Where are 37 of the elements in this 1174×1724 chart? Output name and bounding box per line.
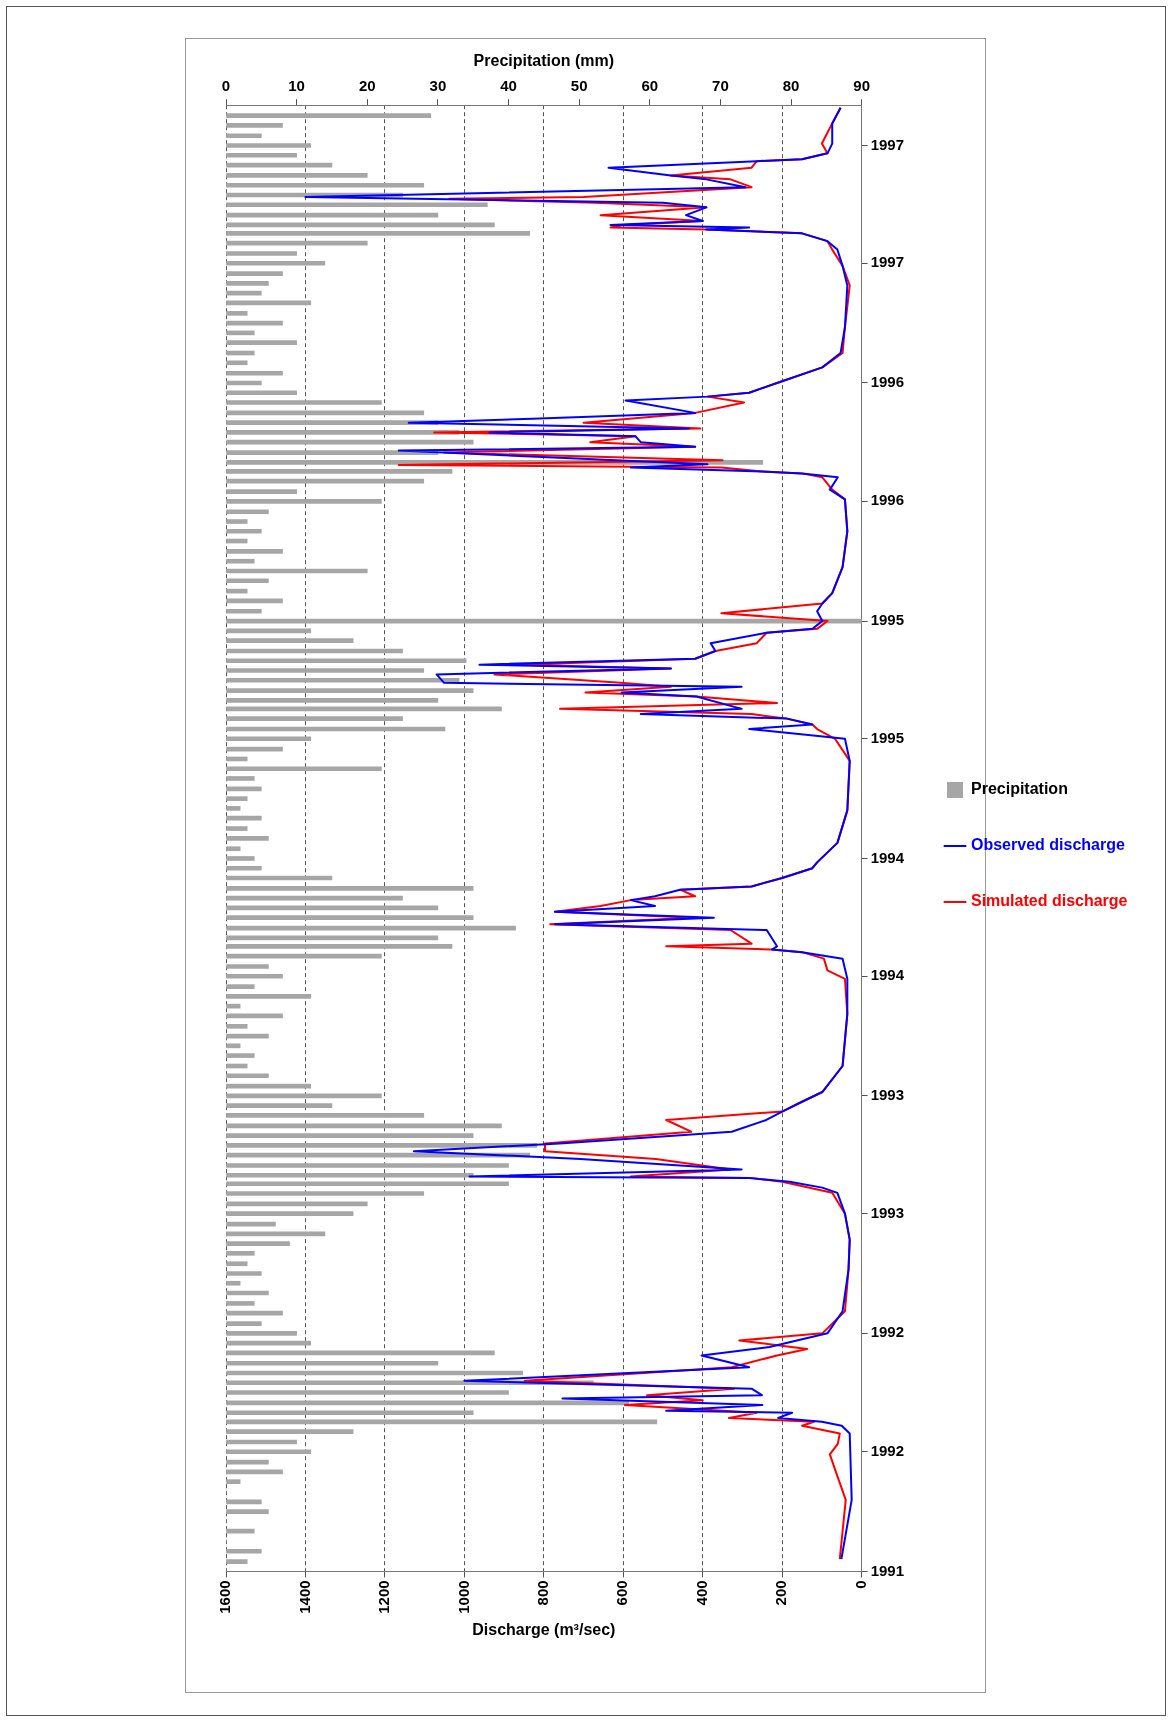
y-tick-label: 1997 (870, 253, 905, 271)
legend-label: Precipitation (971, 780, 1068, 798)
y-tick-label: 1992 (870, 1441, 905, 1459)
x2-tick-label: 40 (500, 77, 517, 95)
x2-tick-label: 10 (288, 77, 305, 95)
x-tick-label: 1000 (454, 1580, 472, 1614)
y-tick-label: 1991 (870, 1561, 905, 1579)
legend-label: Simulated discharge (971, 892, 1128, 910)
y-tick-label: 1997 (870, 135, 905, 153)
x2-tick-label: 60 (641, 77, 659, 95)
x2-tick-label: 90 (853, 77, 870, 95)
x-tick-label: 1600 (216, 1580, 234, 1614)
y-tick-label: 1994 (870, 966, 905, 984)
x2-tick-label: 50 (570, 77, 588, 95)
x-tick-label: 600 (613, 1580, 631, 1606)
x-tick-label: 200 (772, 1580, 790, 1606)
y-tick-label: 1995 (870, 611, 905, 629)
x-tick-label: 1200 (375, 1580, 393, 1614)
y-tick-label: 1995 (870, 728, 905, 746)
x-tick-label: 0 (851, 1580, 869, 1589)
x2-tick-label: 20 (358, 77, 376, 95)
x-axis-title: Discharge (m³/sec) (472, 1620, 616, 1638)
x-tick-label: 800 (533, 1580, 551, 1606)
x2-tick-label: 30 (429, 77, 447, 95)
legend-label: Observed discharge (971, 836, 1125, 854)
x-tick-label: 400 (692, 1580, 710, 1606)
y-tick-label: 1993 (870, 1086, 905, 1104)
x2-tick-label: 0 (221, 77, 231, 95)
y-tick-label: 1996 (870, 491, 905, 509)
y-tick-label: 1993 (870, 1203, 905, 1221)
x2-tick-label: 80 (782, 77, 800, 95)
y-tick-label: 1996 (870, 373, 905, 391)
y-tick-label: 1994 (870, 848, 905, 866)
x-tick-label: 1400 (295, 1580, 313, 1614)
x2-axis-title: Precipitation (mm) (473, 52, 615, 70)
y-tick-label: 1992 (870, 1323, 905, 1341)
x2-tick-label: 70 (712, 77, 729, 95)
